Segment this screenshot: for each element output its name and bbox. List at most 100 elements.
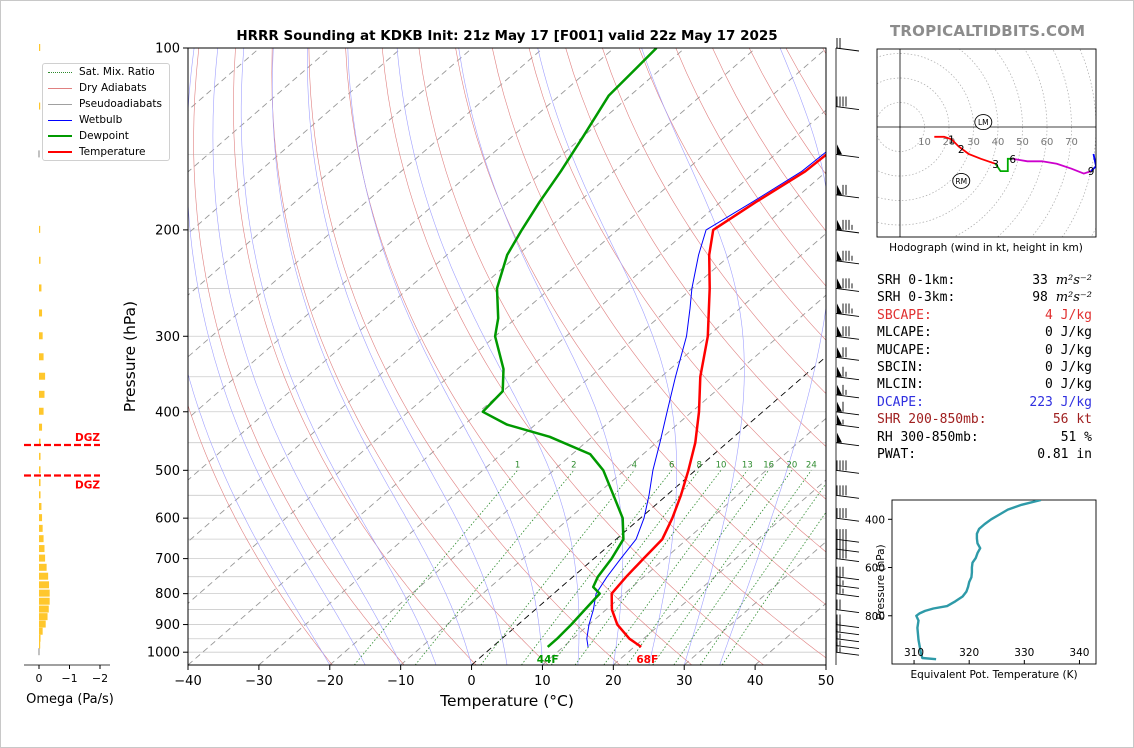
y-tick-label: 700 (155, 552, 180, 567)
stat-row: PWAT: 0.81 in (877, 446, 1092, 463)
mixing-ratio-line (652, 470, 793, 665)
hodo-segment-6-9km (1012, 157, 1092, 175)
mixing-ratio-label: 36 (850, 460, 861, 470)
barb-shaft (835, 624, 860, 628)
pseudoadiabat-line (271, 48, 472, 665)
wind-barb (835, 628, 860, 643)
wind-barb (835, 384, 860, 399)
wind-barb (835, 566, 860, 581)
plot-clipped-layer: 1 2 4 6 8 10 13 16 20 24 30 36 (188, 48, 861, 665)
hodo-height-label: 3 (992, 159, 999, 171)
barb-flag (837, 326, 842, 337)
legend-swatch (48, 72, 72, 73)
legend-label: Wetbulb (79, 114, 123, 126)
hodograph-plot: 10 20 30 40 50 60 70 12 3 6 9 LM RM Hodograph (wind i… (876, 48, 1097, 254)
x-tick-label: 40 (747, 674, 764, 689)
brand-watermark: TROPICALTIDBITS.COM (890, 22, 1086, 40)
omega-bar (39, 390, 45, 398)
omega-bar (39, 309, 43, 317)
barb-shaft (835, 287, 860, 292)
surface-dewpoint-label: 44F (537, 654, 559, 666)
x-tick-label: −40 (174, 674, 201, 689)
y-tick-label: 500 (155, 464, 180, 479)
pseudoadiabat-line (458, 48, 624, 665)
x-tick-label: −30 (245, 674, 272, 689)
wind-barb (835, 303, 860, 317)
isotherm-line (188, 48, 826, 604)
isotherm-line (188, 48, 686, 481)
barb-shaft (835, 260, 860, 265)
hodo-height-label: 9 (1088, 166, 1095, 178)
mixing-ratio-line (626, 470, 769, 665)
omega-bar (39, 466, 41, 474)
stat-value: 98 m²s⁻² (1032, 290, 1092, 306)
sounding-stats: SRH 0-1km: 33 m²s⁻² SRH 0-3km: 98 m²s⁻² SB… (877, 272, 1092, 463)
legend-label: Temperature (79, 146, 146, 158)
hodo-clipped-layer: 10 20 30 40 50 60 70 12 3 6 9 LM RM (877, 49, 1096, 237)
y-axis-label: Pressure (hPa) (121, 301, 139, 412)
y-tick-label: 800 (155, 587, 180, 602)
stat-row: SHR 200-850mb: 56 kt (877, 411, 1092, 428)
omega-bar (39, 597, 50, 605)
theta-e-x-label: Equivalent Pot. Temperature (K) (910, 669, 1077, 681)
stat-row: SRH 0-3km: 98 m²s⁻² (877, 289, 1092, 306)
pseudoadiabat-line (188, 372, 331, 665)
mixing-ratio-line (721, 511, 826, 665)
omega-bar (39, 613, 48, 621)
barb-flag (837, 432, 842, 443)
dewpoint-line (481, 48, 658, 648)
omega-bar (39, 491, 41, 499)
wind-barb (835, 635, 860, 650)
stat-row: RH 300-850mb: 51 % (877, 429, 1092, 446)
legend-swatch (48, 120, 72, 121)
legend-label: Dewpoint (79, 130, 129, 142)
omega-bar (39, 407, 44, 415)
omega-bar (39, 620, 46, 628)
y-tick-label: 600 (155, 512, 180, 527)
wind-barb (835, 614, 860, 628)
wind-barb (835, 250, 860, 265)
hodo-ring-label: 10 (918, 137, 931, 148)
pseudoadiabat-line (719, 48, 826, 665)
barb-shaft (835, 442, 860, 447)
y-tick-label: 100 (155, 42, 180, 57)
pseudoadiabat-line (347, 48, 543, 665)
stat-label: PWAT: (877, 446, 917, 462)
wind-barb (835, 599, 860, 613)
hodo-ring-label: 30 (967, 137, 980, 148)
theta-e-x-tick-label: 340 (1069, 647, 1089, 659)
barb-shaft (835, 312, 860, 317)
stat-value: 0 J/kg (1045, 342, 1092, 358)
isotherm-line (188, 48, 473, 296)
legend-label: Pseudoadiabats (79, 98, 162, 110)
pseudoadiabat-line (188, 48, 366, 665)
theta-e-frame (891, 499, 1097, 665)
y-tick-label: 900 (155, 618, 180, 633)
barb-shaft (835, 548, 860, 553)
hodo-marker-ring (952, 172, 971, 189)
x-tick-label: 0 (467, 674, 475, 689)
barb-flag (837, 278, 842, 289)
omega-bar (39, 423, 43, 431)
barb-shaft (835, 517, 860, 522)
wind-barb (835, 401, 860, 416)
hodo-marker-label: RM (955, 177, 967, 186)
theta-e-y-tick-label: 800 (865, 611, 885, 623)
legend-label: Sat. Mix. Ratio (79, 66, 155, 78)
hodo-area (877, 49, 1096, 237)
omega-tick-label: 0 (36, 672, 43, 685)
dry-adiabat-line (381, 48, 764, 665)
dgz-label: DGZ (75, 432, 100, 444)
x-tick-label: −20 (316, 674, 343, 689)
barb-shaft (835, 411, 860, 416)
wind-barb (835, 460, 860, 474)
pseudoadiabat-line (212, 48, 401, 665)
dry-adiabat-line (528, 48, 826, 500)
barb-shaft (835, 593, 860, 598)
mixing-ratio-label: 4 (632, 460, 637, 470)
theta-e-x-tick-label: 330 (1014, 647, 1034, 659)
wind-barb (835, 38, 860, 52)
wind-barb (835, 96, 860, 110)
hodo-ring-label: 50 (1016, 137, 1029, 148)
